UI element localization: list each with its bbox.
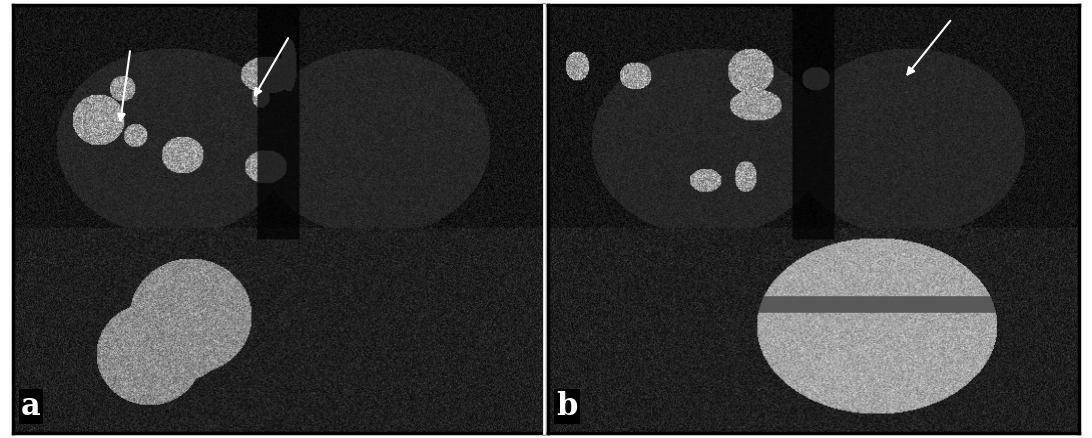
Text: b: b: [556, 391, 578, 422]
Text: a: a: [21, 391, 40, 422]
FancyArrowPatch shape: [256, 38, 288, 95]
FancyArrowPatch shape: [907, 21, 950, 74]
FancyArrowPatch shape: [118, 51, 130, 120]
